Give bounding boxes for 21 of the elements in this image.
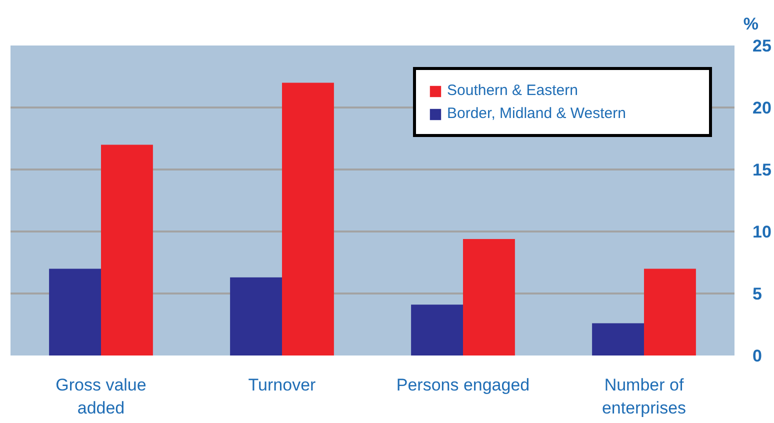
- bar: [411, 304, 463, 356]
- y-tick-label: 0: [752, 346, 762, 366]
- bar: [282, 82, 334, 356]
- bar: [101, 144, 153, 356]
- bar: [49, 268, 101, 356]
- bar: [592, 323, 644, 356]
- legend-label: Southern & Eastern: [447, 82, 579, 99]
- legend-label: Border, Midland & Western: [447, 105, 627, 122]
- y-axis-title: %: [743, 14, 759, 34]
- x-tick-label: Number of enterprises: [602, 376, 686, 418]
- bar: [463, 238, 515, 356]
- x-tick-label: Turnover: [248, 376, 316, 394]
- y-tick-label: 25: [752, 36, 772, 56]
- y-tick-label: 15: [752, 160, 772, 180]
- y-tick-label: 20: [752, 98, 772, 118]
- bar: [644, 268, 696, 356]
- x-tick-label: Gross value added: [56, 376, 146, 418]
- bar: [230, 277, 282, 356]
- x-tick-label: Persons engaged: [396, 376, 530, 394]
- y-tick-label: 5: [752, 284, 762, 304]
- y-tick-label: 10: [752, 222, 772, 242]
